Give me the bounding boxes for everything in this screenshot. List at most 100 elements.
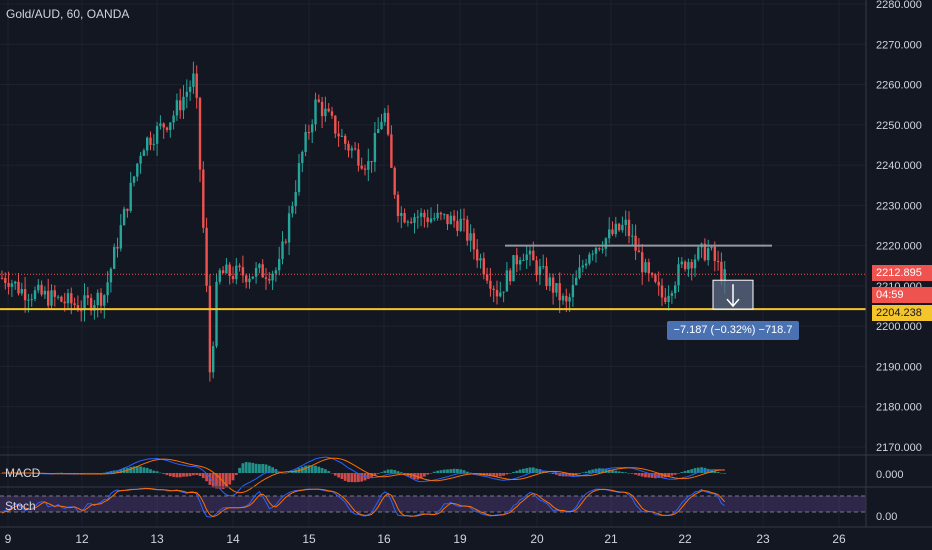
y-tick-label: 2220.000 (876, 241, 922, 253)
candle-body (330, 111, 334, 116)
macd-histogram-bar (419, 473, 423, 479)
candle-body (456, 220, 459, 231)
measure-label[interactable]: −7.187 (−0.32%) −718.7 (667, 321, 799, 340)
candle-body (535, 260, 538, 276)
candle-body (192, 73, 195, 87)
candle-body (307, 132, 311, 134)
x-tick-label: 13 (150, 532, 164, 546)
macd-histogram-bar (251, 462, 255, 473)
macd-histogram-bar (304, 465, 307, 473)
candle-body (284, 241, 287, 243)
macd-histogram-bar (314, 465, 317, 473)
candle-body (195, 73, 198, 98)
x-tick-label: 15 (302, 532, 316, 546)
candle-body (353, 148, 357, 150)
macd-histogram-bar (677, 473, 680, 474)
candle-body (271, 273, 274, 281)
candle-body (47, 290, 50, 306)
candle-body (578, 267, 581, 278)
macd-histogram-bar (307, 465, 311, 473)
macd-histogram-bar (525, 468, 529, 473)
macd-histogram-bar (198, 473, 202, 477)
support-price-tag: 2204.238 (872, 305, 932, 321)
candle-body (400, 213, 403, 216)
candle-body (337, 133, 340, 137)
macd-histogram-bar (241, 463, 245, 473)
macd-histogram-bar (248, 462, 251, 473)
macd-histogram-bar (584, 471, 588, 473)
candle-body (641, 252, 644, 273)
macd-histogram-bar (535, 468, 538, 473)
candle-body (509, 270, 512, 282)
symbol-title[interactable]: Gold/AUD, 60, OANDA (6, 7, 130, 21)
macd-histogram-bar (373, 473, 377, 476)
macd-histogram-bar (551, 473, 555, 474)
candle-body (53, 290, 56, 297)
macd-histogram-bar (102, 472, 106, 474)
macd-histogram-bar (423, 473, 426, 477)
macd-histogram-bar (432, 471, 436, 473)
macd-histogram-bar (502, 473, 505, 476)
candle-body (598, 248, 601, 250)
candle-body (555, 283, 558, 293)
candle-body (512, 255, 515, 282)
macd-histogram-bar (650, 473, 654, 478)
candle-body (660, 285, 664, 298)
candle-body (248, 278, 251, 283)
candle-body (370, 161, 373, 163)
candle-body (129, 182, 132, 211)
candle-body (452, 215, 456, 221)
candle-body (377, 129, 380, 133)
macd-histogram-bar (647, 473, 651, 478)
macd-histogram-bar (172, 473, 175, 477)
candle-body (152, 143, 155, 145)
macd-value-tag: 0.000 (876, 469, 904, 481)
macd-label[interactable]: MACD (5, 466, 41, 480)
stoch-label[interactable]: Stoch (5, 499, 36, 513)
candle-body (155, 126, 159, 144)
macd-histogram-bar (548, 472, 552, 474)
candle-body (63, 301, 66, 304)
macd-histogram-bar (594, 468, 598, 473)
candle-body (317, 99, 320, 102)
candle-body (707, 248, 710, 261)
macd-histogram-bar (333, 473, 337, 476)
candle-body (571, 284, 575, 298)
macd-histogram-bar (96, 473, 100, 474)
macd-histogram-bar (320, 467, 324, 473)
macd-histogram-bar (693, 468, 697, 473)
y-tick-label: 2270.000 (876, 39, 922, 51)
macd-histogram-bar (139, 466, 142, 473)
macd-histogram-bar (86, 472, 90, 474)
macd-histogram-bar (258, 464, 261, 473)
candle-body (175, 100, 179, 116)
candle-body (690, 262, 693, 269)
candle-body (522, 260, 525, 262)
macd-histogram-bar (390, 469, 393, 473)
macd-histogram-bar (93, 472, 96, 474)
macd-histogram-bar (713, 471, 717, 473)
candle-body (433, 218, 436, 220)
macd-histogram-bar (723, 473, 727, 474)
macd-histogram-bar (350, 473, 354, 483)
candle-body (423, 212, 426, 218)
candle-body (80, 310, 83, 312)
macd-histogram-bar (716, 472, 720, 473)
macd-histogram-bar (264, 464, 268, 473)
macd-histogram-bar (69, 473, 73, 474)
macd-histogram-bar (244, 462, 248, 473)
macd-histogram-bar (680, 472, 684, 473)
x-tick-label: 12 (75, 532, 89, 546)
macd-histogram-bar (690, 469, 694, 473)
macd-histogram-bar (667, 473, 670, 477)
candle-body (436, 212, 439, 219)
x-tick-label: 23 (756, 532, 770, 546)
candle-body (334, 115, 337, 134)
candle-body (179, 100, 182, 111)
macd-histogram-bar (462, 470, 466, 473)
candle-body (568, 297, 571, 302)
candle-body (575, 277, 578, 285)
candle-body (515, 255, 518, 265)
macd-histogram-bar (129, 466, 133, 473)
